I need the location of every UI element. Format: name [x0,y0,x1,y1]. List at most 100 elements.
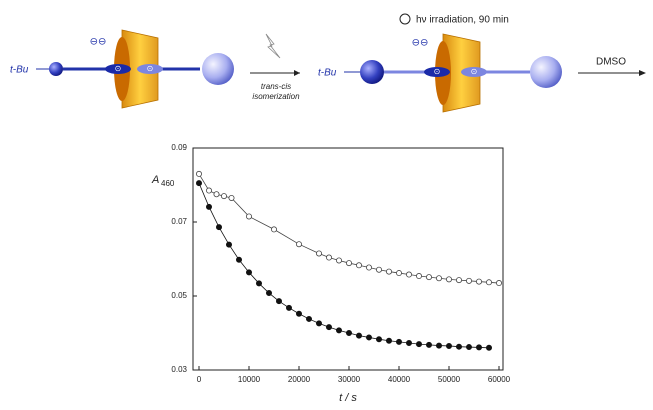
x-tick-label: 60000 [488,375,511,384]
data-point [335,257,342,264]
data-point [415,341,422,348]
data-point [295,241,302,248]
data-point [495,280,502,287]
data-point [195,170,202,177]
y-axis-label-subscript: 460 [161,179,175,188]
data-point [225,241,232,248]
data-point [365,264,372,271]
trend-line [198,182,490,349]
charges: ⊖⊖ [90,37,107,48]
azo-unit [137,64,163,74]
y-tick-label: 0.05 [171,291,187,300]
data-point [245,213,252,220]
azo-unit [105,64,131,74]
data-point [213,191,220,198]
data-point [445,342,452,349]
y-tick-label: 0.07 [171,217,187,226]
step-label: trans-cis [261,82,291,91]
scheme: t-Bu ⊙ ⊙ ⊖⊖ trans-cis isomerization hν i… [10,13,646,113]
data-point [305,315,312,322]
x-tick-label: 0 [197,375,202,384]
y-axis-label: A [151,174,159,186]
y-tick-label: 0.09 [171,143,187,152]
light-icon [265,33,281,59]
data-point [385,268,392,275]
data-point [435,342,442,349]
data-point [455,343,462,350]
stopper [202,53,234,85]
data-point [405,339,412,346]
azo-unit [461,67,487,77]
data-point [445,276,452,283]
data-point [325,324,332,331]
plot-frame [192,147,504,371]
chart: A 460 t / s 0.03 0.05 0.07 0.09 0 10000 20000 3… [151,143,511,404]
data-point [395,338,402,345]
data-point [325,254,332,261]
data-point [228,194,235,201]
data-point [405,271,412,278]
group-label: t-Bu [318,68,337,79]
data-point [205,187,212,194]
x-axis-label: t / s [339,392,357,404]
data-point [485,344,492,351]
data-point [365,334,372,341]
data-point [455,277,462,284]
data-point [375,266,382,273]
charge: ⊙ [115,64,122,73]
arrow-head [294,70,300,76]
data-point [415,273,422,280]
data-point [275,298,282,305]
data-point [265,290,272,297]
data-point [345,260,352,267]
charge: ⊙ [471,67,478,76]
data-point [285,304,292,311]
data-point [220,193,227,200]
data-point [355,332,362,339]
data-point [245,269,252,276]
data-point [270,226,277,233]
step-label: isomerization [252,92,300,101]
condition: hν irradiation, 90 min [416,15,509,26]
stopper [530,56,562,88]
data-point [195,180,202,187]
data-point [235,256,242,263]
x-tick-label: 30000 [338,375,361,384]
stopper [360,60,384,84]
data-point [295,310,302,317]
x-tick-label: 20000 [288,375,311,384]
charge: ⊙ [147,64,154,73]
data-point [315,320,322,327]
charge: ⊙ [434,67,441,76]
x-tick-label: 10000 [238,375,261,384]
y-tick-label: 0.03 [171,365,187,374]
open-marker-key [399,13,411,25]
arrow-head [639,70,646,76]
x-tick-label: 50000 [438,375,461,384]
data-point [425,274,432,281]
data-point [465,344,472,351]
charges: ⊖⊖ [412,38,429,49]
data-point [395,270,402,277]
stopper [49,62,63,76]
data-point [465,277,472,284]
data-point [205,203,212,210]
data-point [315,250,322,257]
data-point [485,279,492,286]
data-point [435,275,442,282]
solvent-label: DMSO [596,57,626,68]
data-point [425,341,432,348]
data-point [375,336,382,343]
data-point [215,224,222,231]
trend-line [198,173,500,284]
data-point [475,344,482,351]
data-point [385,337,392,344]
data-point [475,278,482,285]
data-point [335,327,342,334]
data-point [345,329,352,336]
azo-unit [424,67,450,77]
data-point [255,280,262,287]
data-point [355,262,362,269]
group-label: t-Bu [10,65,29,76]
